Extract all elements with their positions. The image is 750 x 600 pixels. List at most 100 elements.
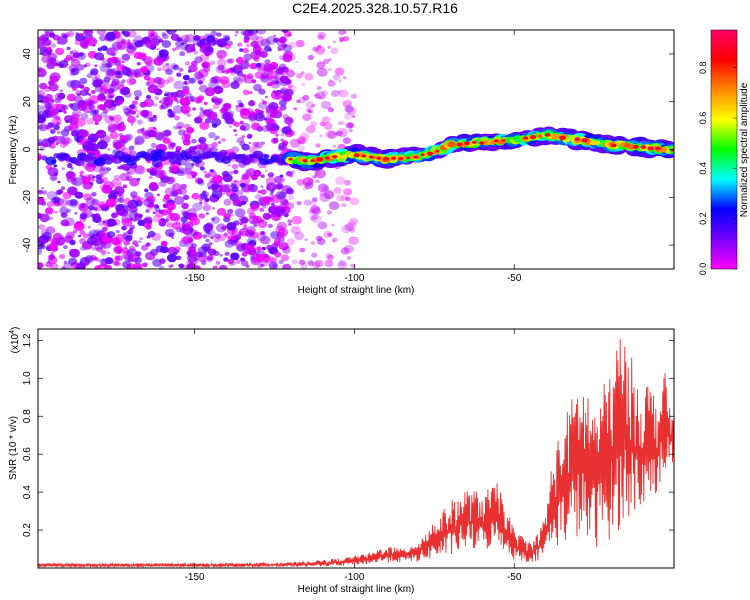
noise-blob — [211, 190, 223, 199]
noise-blob — [50, 129, 56, 134]
noise-blob — [198, 136, 207, 144]
noise-blob — [97, 201, 107, 209]
y-tick-label: 1.0 — [22, 371, 33, 385]
noise-blob — [184, 162, 194, 170]
noise-blob — [91, 192, 97, 197]
noise-blob — [111, 212, 118, 219]
snr-y-label: SNR (10 * v/v) — [8, 416, 19, 480]
noise-blob — [205, 238, 210, 243]
noise-blob — [249, 62, 258, 70]
noise-blob — [85, 197, 96, 206]
noise-blob — [181, 202, 189, 210]
noise-blob — [216, 208, 227, 216]
y-tick-label: -20 — [22, 190, 33, 205]
noise-blob — [45, 261, 53, 268]
noise-blob — [160, 130, 170, 138]
noise-blob — [195, 74, 206, 83]
noise-blob — [238, 75, 248, 82]
noise-blob — [76, 52, 87, 61]
noise-blob — [287, 53, 296, 61]
noise-blob — [312, 214, 319, 220]
noise-blob — [164, 91, 170, 96]
noise-blob — [337, 89, 342, 94]
noise-blob — [85, 163, 96, 172]
noise-blob — [105, 198, 117, 208]
noise-blob — [88, 232, 96, 238]
noise-blob — [211, 142, 218, 148]
noise-blob — [335, 176, 346, 185]
noise-blob — [314, 259, 324, 268]
noise-blob — [137, 197, 146, 204]
snr-y-ticks: 0.2 0.4 0.6 0.8 1.0 1.2 — [22, 333, 674, 537]
noise-blob — [38, 114, 46, 124]
noise-blob — [180, 34, 191, 43]
noise-blob — [206, 35, 216, 43]
noise-blob — [327, 45, 331, 49]
noise-blob — [145, 242, 151, 247]
noise-blob — [51, 175, 57, 181]
ridge-blob — [420, 153, 425, 156]
noise-blob — [82, 244, 88, 249]
noise-blob — [79, 77, 88, 85]
noise-blob — [265, 108, 275, 116]
noise-blob — [138, 240, 142, 243]
noise-blob — [114, 31, 123, 39]
noise-blob — [230, 252, 240, 261]
noise-blob — [201, 191, 210, 198]
noise-blob — [262, 212, 272, 220]
noise-blob — [199, 201, 203, 205]
noise-blob — [264, 95, 268, 99]
noise-blob — [203, 200, 208, 205]
noise-blob — [66, 163, 73, 169]
noise-blob — [193, 50, 198, 55]
noise-blob — [276, 221, 287, 231]
noise-blob — [204, 197, 210, 202]
noise-blob — [235, 30, 239, 34]
noise-blob — [332, 40, 336, 44]
noise-blob — [131, 110, 136, 115]
noise-blob — [123, 240, 130, 246]
noise-blob — [140, 244, 149, 251]
y-tick-label: 0.4 — [22, 485, 33, 499]
noise-blob — [127, 50, 135, 56]
noise-blob — [248, 141, 252, 145]
noise-blob — [38, 189, 44, 195]
noise-blob — [163, 79, 170, 85]
noise-blob — [84, 255, 94, 263]
noise-blob — [352, 115, 356, 118]
noise-blob — [191, 163, 195, 166]
noise-blob — [125, 68, 137, 78]
noise-blob — [311, 252, 318, 258]
noise-blob — [132, 262, 143, 269]
noise-blob — [189, 262, 194, 266]
noise-blob — [122, 184, 128, 189]
noise-blob — [227, 58, 235, 64]
noise-blob — [41, 190, 48, 195]
noise-blob — [182, 109, 190, 116]
noise-blob — [260, 141, 266, 145]
noise-blob — [328, 68, 332, 72]
noise-blob — [176, 100, 180, 104]
noise-blob — [121, 79, 126, 83]
noise-blob — [282, 53, 293, 63]
noise-blob — [298, 145, 305, 152]
noise-blob — [325, 252, 333, 259]
noise-blob — [215, 135, 220, 140]
noise-blob — [217, 141, 222, 144]
noise-blob — [95, 129, 107, 139]
noise-blob — [160, 240, 168, 247]
noise-blob — [135, 115, 140, 118]
noise-blob — [162, 33, 169, 40]
noise-blob — [211, 216, 221, 224]
noise-blob — [259, 230, 266, 236]
noise-blob — [197, 115, 202, 119]
noise-blob — [317, 31, 326, 39]
noise-blob — [267, 172, 275, 178]
noise-blob — [349, 197, 360, 206]
noise-blob — [135, 200, 143, 207]
noise-blob — [48, 254, 56, 260]
noise-blob — [207, 186, 212, 190]
noise-blob — [52, 103, 61, 111]
noise-blob — [108, 95, 113, 99]
noise-blob — [186, 113, 191, 118]
